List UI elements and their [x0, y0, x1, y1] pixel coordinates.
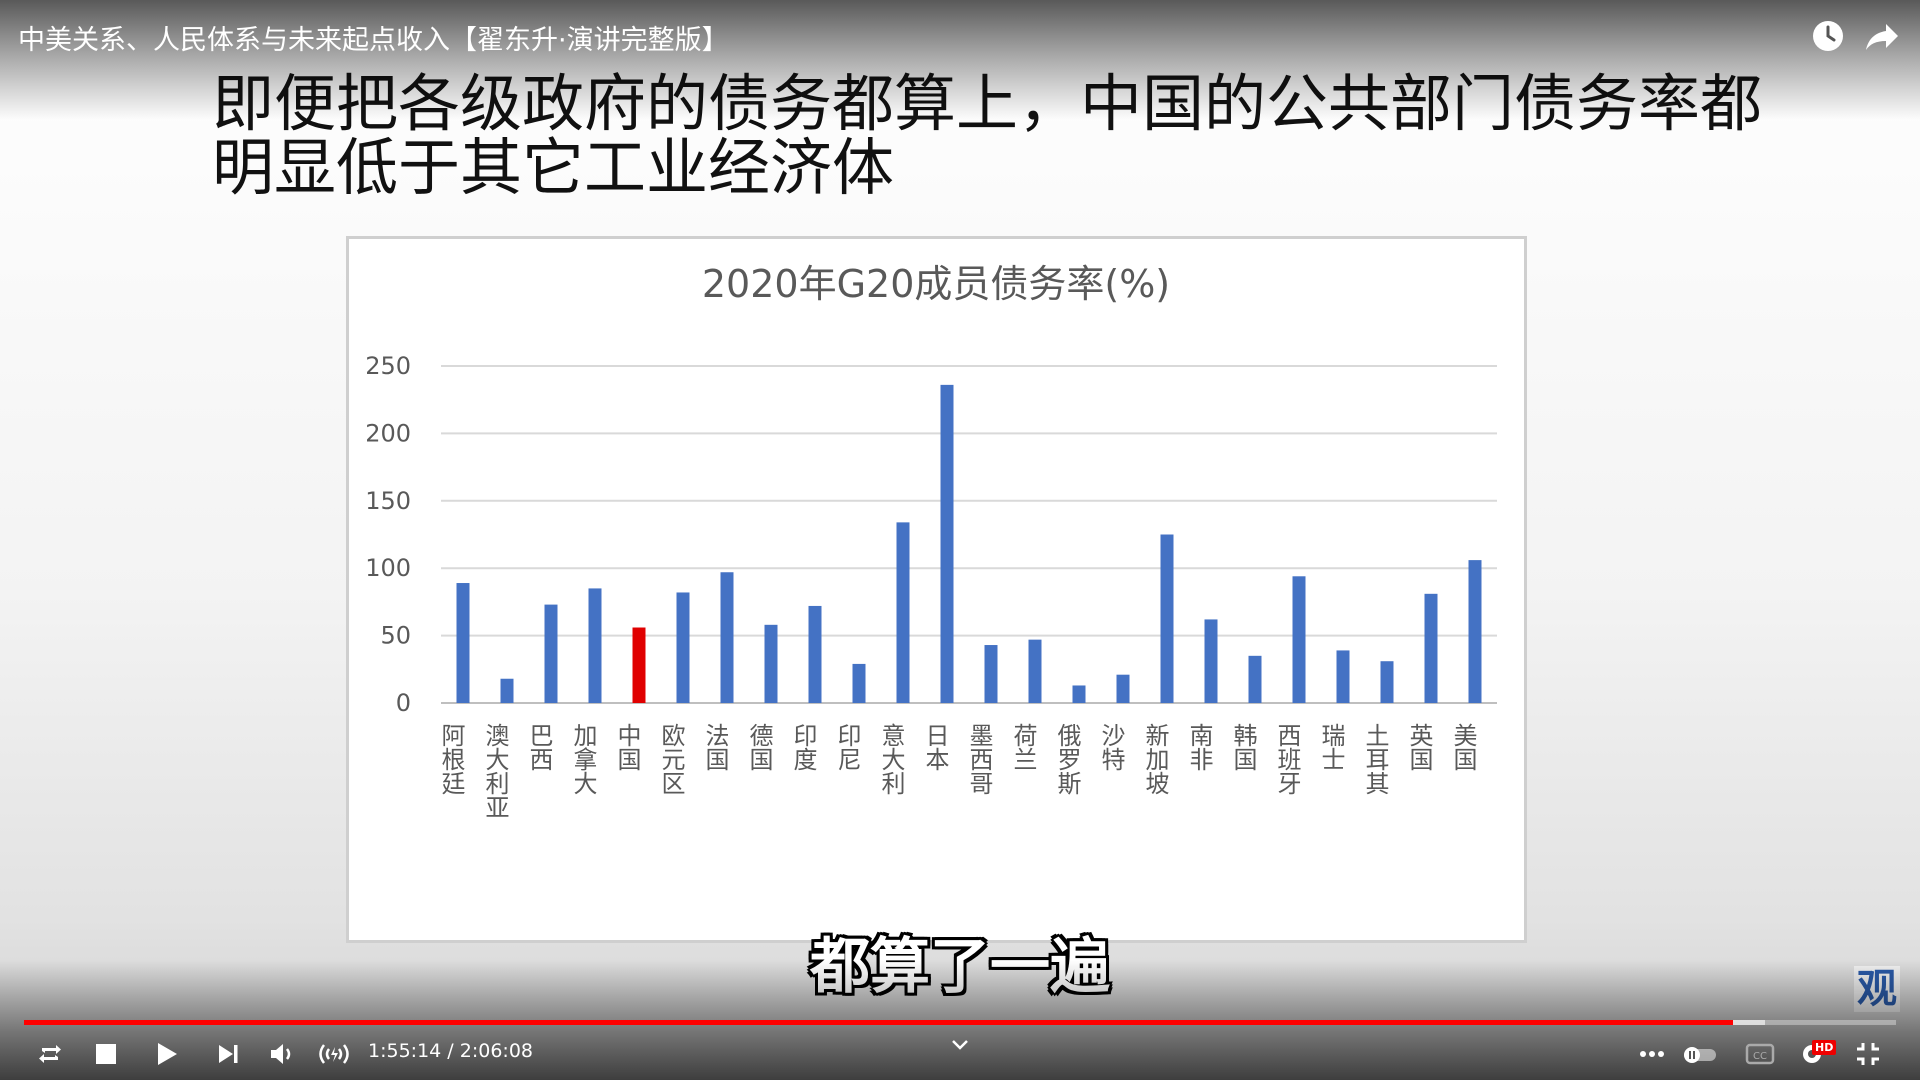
x-tick-label: 南非 [1185, 723, 1213, 771]
bar-15 [1117, 675, 1130, 703]
x-tick-label: 英国 [1405, 723, 1433, 771]
x-tick-label: 西班牙 [1273, 723, 1301, 795]
captions-icon: CC [1744, 1039, 1776, 1069]
loop-button[interactable] [30, 1034, 70, 1074]
x-tick-label: 日本 [921, 723, 949, 771]
x-tick-label: 墨西哥 [965, 723, 993, 795]
more-button[interactable] [1632, 1034, 1672, 1074]
bar-8 [809, 606, 822, 703]
current-time: 1:55:14 [368, 1040, 441, 1062]
bar-0 [457, 583, 470, 703]
live-icon [314, 1039, 354, 1069]
bar-19 [1293, 576, 1306, 703]
bar-5 [677, 592, 690, 703]
x-tick-label: 巴西 [525, 723, 553, 771]
bar-9 [853, 664, 866, 703]
progress-bar[interactable] [24, 1020, 1896, 1025]
bar-11 [941, 385, 954, 703]
hd-badge: HD [1812, 1040, 1836, 1055]
x-tick-label: 中国 [613, 723, 641, 771]
exit-fullscreen-icon [1854, 1040, 1882, 1068]
x-tick-label: 阿根廷 [437, 723, 465, 795]
bar-22 [1425, 594, 1438, 703]
y-tick-label: 150 [365, 487, 411, 515]
video-title[interactable]: 中美关系、人民体系与未来起点收入【翟东升·演讲完整版】 [18, 18, 729, 57]
stop-icon [93, 1041, 119, 1067]
bar-7 [765, 625, 778, 703]
y-tick-label: 100 [365, 554, 411, 582]
next-icon [214, 1040, 242, 1068]
share-icon[interactable] [1860, 14, 1904, 58]
debt-ratio-chart: 2020年G20成员债务率(%) 0 50 100 150 200 250 阿根廷 澳大利亚… [349, 239, 1524, 940]
svg-text:CC: CC [1753, 1051, 1767, 1062]
x-tick-label: 德国 [745, 723, 773, 771]
bar-4 [633, 628, 646, 703]
x-tick-label: 土耳其 [1361, 723, 1389, 795]
bar-3 [589, 588, 602, 703]
x-tick-label: 美国 [1449, 723, 1477, 771]
more-icon [1637, 1039, 1667, 1069]
bar-2 [545, 605, 558, 703]
x-tick-label: 新加坡 [1141, 723, 1169, 795]
captions-button[interactable]: CC [1740, 1034, 1780, 1074]
time-display: 1:55:14 / 2:06:08 [368, 1040, 533, 1062]
bar-10 [897, 522, 910, 703]
bar-23 [1469, 560, 1482, 703]
x-tick-label: 加拿大 [569, 723, 597, 795]
chevron-down-icon[interactable] [948, 1036, 972, 1054]
bar-1 [501, 679, 514, 703]
bar-20 [1337, 650, 1350, 703]
x-tick-label: 意大利 [877, 723, 905, 795]
x-tick-label: 欧元区 [657, 723, 685, 795]
bar-17 [1205, 619, 1218, 703]
bar-6 [721, 572, 734, 703]
volume-button[interactable] [262, 1034, 302, 1074]
y-tick-label: 50 [380, 622, 411, 650]
y-tick-label: 250 [365, 352, 411, 380]
play-icon [151, 1039, 181, 1069]
x-tick-label: 沙特 [1097, 723, 1125, 771]
y-tick-label: 200 [365, 419, 411, 447]
bar-18 [1249, 656, 1262, 703]
live-button[interactable] [314, 1034, 354, 1074]
bar-14 [1073, 685, 1086, 703]
chart-title: 2020年G20成员债务率(%) [702, 262, 1170, 306]
time-separator: / [447, 1040, 459, 1062]
x-tick-label: 澳大利亚 [481, 723, 509, 819]
progress-played [24, 1020, 1733, 1025]
loop-icon [35, 1039, 65, 1069]
bar-12 [985, 645, 998, 703]
y-tick-label: 0 [396, 689, 411, 717]
x-tick-label: 法国 [701, 723, 729, 771]
autoplay-toggle[interactable] [1680, 1034, 1720, 1074]
x-tick-label: 韩国 [1229, 723, 1257, 771]
bar-16 [1161, 535, 1174, 704]
watch-later-icon[interactable] [1806, 14, 1850, 58]
volume-icon [267, 1039, 297, 1069]
chart-panel: 2020年G20成员债务率(%) 0 50 100 150 200 250 阿根廷 澳大利亚… [346, 236, 1527, 943]
slide-heading-line2: 明显低于其它工业经济体 [212, 136, 1712, 200]
x-tick-label: 印度 [789, 723, 817, 771]
autoplay-toggle-icon [1680, 1039, 1720, 1069]
bar-21 [1381, 661, 1394, 703]
x-tick-label: 俄罗斯 [1053, 723, 1081, 795]
bar-13 [1029, 640, 1042, 703]
x-tick-label: 荷兰 [1009, 723, 1037, 771]
next-button[interactable] [208, 1034, 248, 1074]
play-button[interactable] [146, 1034, 186, 1074]
x-tick-label: 印尼 [833, 723, 861, 771]
duration: 2:06:08 [460, 1040, 533, 1062]
x-tick-label: 瑞士 [1317, 723, 1345, 771]
exit-fullscreen-button[interactable] [1848, 1034, 1888, 1074]
stop-button[interactable] [86, 1034, 126, 1074]
